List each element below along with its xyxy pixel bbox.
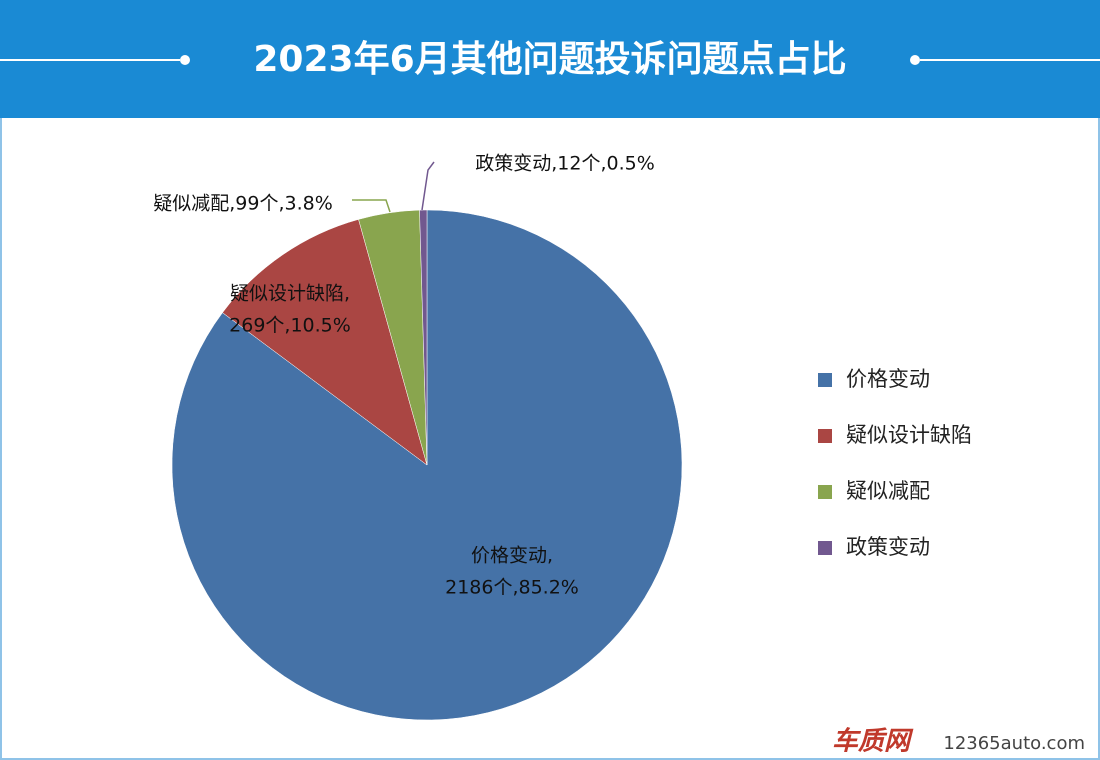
data-label: 价格变动, (471, 545, 553, 567)
leader-line (421, 161, 435, 211)
pie-slice (222, 219, 428, 466)
legend-label: 价格变动 (846, 367, 930, 391)
data-label: 2186个,85.2% (445, 577, 579, 599)
legend-swatch (818, 429, 832, 443)
leader-line (352, 199, 391, 213)
legend-swatch (818, 373, 832, 387)
data-label: 269个,10.5% (229, 315, 351, 337)
header-dot (180, 55, 190, 65)
pie-slice (419, 209, 428, 466)
legend-label: 疑似设计缺陷 (846, 423, 972, 447)
watermark-brand: 车质网 (832, 727, 914, 757)
data-label: 政策变动,12个,0.5% (475, 153, 655, 175)
legend-swatch (818, 541, 832, 555)
header-dot (910, 55, 920, 65)
data-label: 疑似设计缺陷, (230, 283, 350, 305)
watermark-site: 12365auto.com (943, 733, 1085, 754)
legend-label: 政策变动 (846, 535, 930, 559)
legend-swatch (818, 485, 832, 499)
data-label: 疑似减配,99个,3.8% (153, 193, 333, 215)
chart-title: 2023年6月其他问题投诉问题点占比 (253, 39, 846, 80)
legend-label: 疑似减配 (846, 479, 930, 503)
